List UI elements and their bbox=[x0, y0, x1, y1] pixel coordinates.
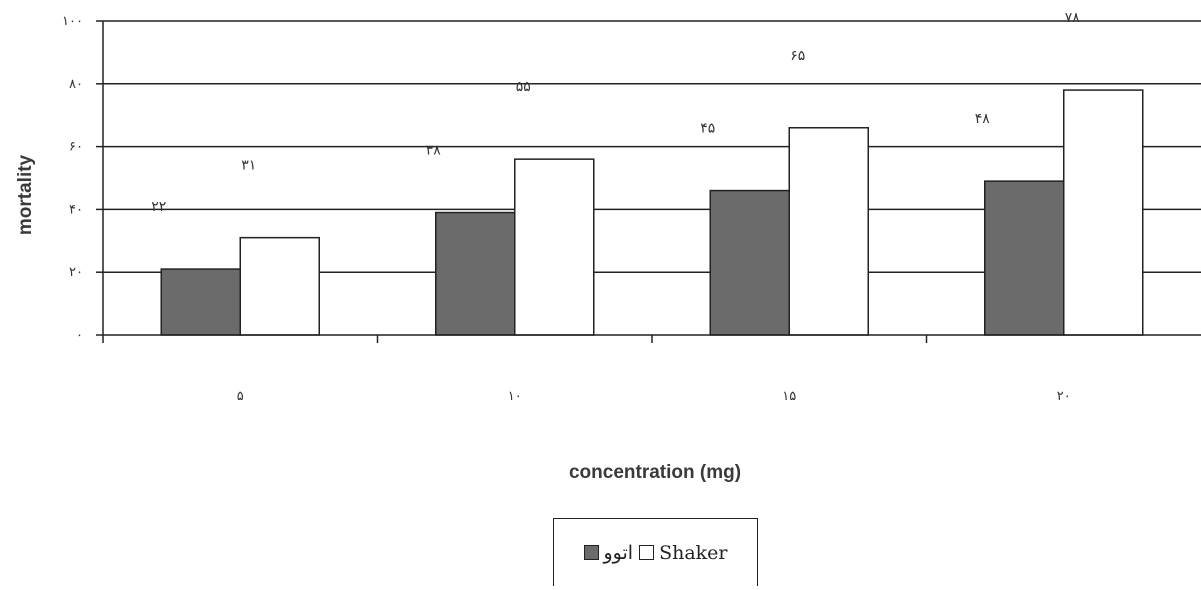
data-label: ۲۲ bbox=[151, 199, 166, 215]
data-label: ۴۵ bbox=[700, 121, 715, 137]
bar bbox=[788, 127, 869, 336]
legend-label-series-2: Shaker bbox=[659, 541, 728, 564]
data-label: ۷۸ bbox=[1065, 10, 1081, 26]
bar bbox=[984, 180, 1065, 336]
bar bbox=[709, 189, 790, 336]
y-tick-label: ۰ bbox=[76, 328, 83, 343]
x-tick-label: ۲۰ bbox=[1057, 389, 1071, 404]
legend-swatch-series-1 bbox=[583, 545, 599, 560]
data-label: ۴۸ bbox=[975, 111, 991, 127]
x-tick-label: ۱۵ bbox=[782, 389, 796, 404]
legend: اتوو Shaker bbox=[553, 518, 758, 586]
legend-item-series-2: Shaker bbox=[639, 542, 727, 564]
bar bbox=[435, 211, 516, 336]
legend-swatch-series-2 bbox=[639, 545, 655, 560]
legend-item-series-1: اتوو bbox=[583, 541, 634, 564]
x-axis-title: concentration (mg) bbox=[569, 462, 741, 483]
data-label: ۳۱ bbox=[241, 158, 256, 174]
y-axis-title: mortality bbox=[15, 154, 36, 235]
y-tick-label: ۸۰ bbox=[69, 77, 83, 92]
y-tick-label: ۴۰ bbox=[69, 202, 83, 217]
y-tick-label: ۱۰۰ bbox=[62, 14, 83, 29]
x-tick-label: ۵ bbox=[237, 389, 244, 404]
data-label: ۵۵ bbox=[516, 79, 531, 95]
bar bbox=[1063, 89, 1144, 336]
bar bbox=[160, 268, 241, 336]
x-tick-label: ۱۰ bbox=[508, 389, 522, 404]
bar bbox=[514, 158, 595, 336]
data-label: ۳۸ bbox=[426, 143, 442, 159]
bar bbox=[239, 236, 320, 336]
data-label: ۶۵ bbox=[790, 48, 805, 64]
y-tick-label: ۲۰ bbox=[69, 265, 83, 280]
y-tick-label: ۶۰ bbox=[69, 140, 83, 155]
legend-label-series-1: اتوو bbox=[603, 541, 634, 564]
